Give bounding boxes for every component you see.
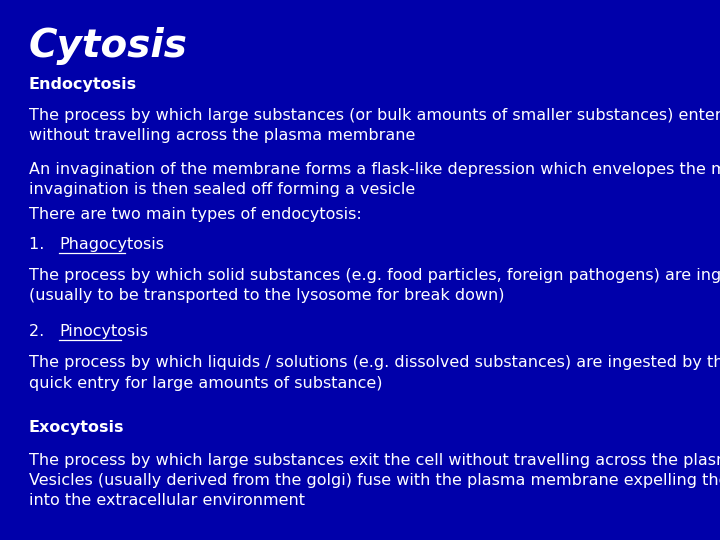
Text: There are two main types of endocytosis:: There are two main types of endocytosis: [29,207,361,222]
Text: The process by which solid substances (e.g. food particles, foreign pathogens) a: The process by which solid substances (e… [29,268,720,303]
Text: The process by which liquids / solutions (e.g. dissolved substances) are ingeste: The process by which liquids / solutions… [29,355,720,391]
Text: Phagocytosis: Phagocytosis [59,237,164,252]
Text: Pinocytosis: Pinocytosis [59,324,148,339]
Text: Endocytosis: Endocytosis [29,77,137,92]
Text: Exocytosis: Exocytosis [29,420,125,435]
Text: 2.: 2. [29,324,54,339]
Text: The process by which large substances (or bulk amounts of smaller substances) en: The process by which large substances (o… [29,108,720,144]
Text: The process by which large substances exit the cell without travelling across th: The process by which large substances ex… [29,453,720,508]
Text: Cytosis: Cytosis [29,27,188,65]
Text: 1.: 1. [29,237,55,252]
Text: An invagination of the membrane forms a flask-like depression which envelopes th: An invagination of the membrane forms a … [29,162,720,198]
